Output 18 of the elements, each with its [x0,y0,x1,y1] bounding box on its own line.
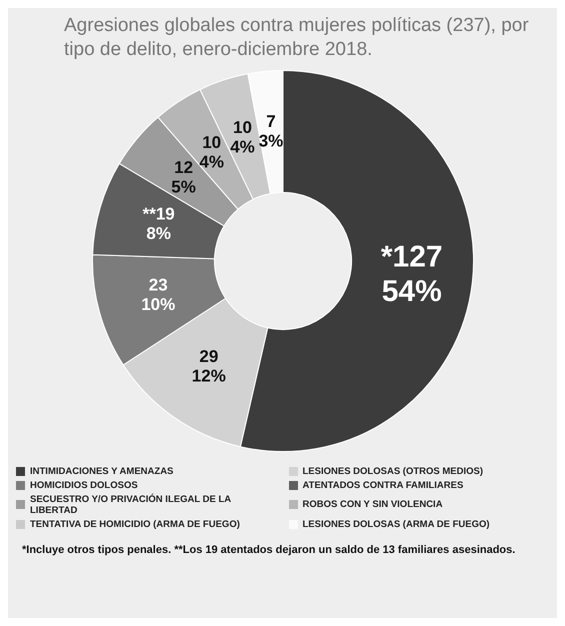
legend-label: HOMICIDIOS DOLOSOS [30,480,138,490]
data-label: 10 4% [198,132,224,171]
text: *Incluye otros tipos penales. **Los 19 atentados dejaron un saldo de 13 familiares asesinados. [21,542,516,556]
legend-label: LESIONES DOLOSAS (OTROS MEDIOS) [302,466,484,476]
legend-label: ATENTADOS CONTRA FAMILIARES [302,480,464,490]
legend-label: TENTATIVA DE HOMICIDIO (ARMA DE FUEGO) [30,518,240,530]
data-label: 23 10% [140,275,175,314]
data-label: *127 54% [380,240,442,308]
data-label: **19 8% [142,204,174,243]
data-label: 10 4% [230,117,254,156]
legend-label: INTIMIDACIONES Y AMENAZAS [30,466,174,476]
data-label: 12 5% [170,157,196,196]
data-label: 7 3% [258,111,283,150]
data-label: 29 12% [191,346,226,386]
legend-label: LESIONES DOLOSAS (ARMA DE FUEGO) [302,518,490,530]
chart-title: Agresiones globales contra mujeres políticas (237), por tipo de delito, enero-diciembre 2018. [63,14,530,62]
legend-label: ROBOS CON Y SIN VIOLENCIA [302,499,443,510]
legend-label: SECUESTRO Y/O PRIVACIÓN ILEGAL DE LA LIBERTAD [30,494,232,516]
